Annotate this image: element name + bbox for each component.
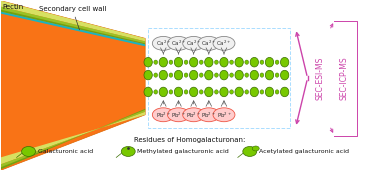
Ellipse shape: [169, 60, 173, 64]
Ellipse shape: [205, 57, 213, 67]
Ellipse shape: [152, 108, 174, 122]
Ellipse shape: [213, 108, 235, 122]
Ellipse shape: [205, 87, 213, 97]
Polygon shape: [1, 7, 145, 43]
Ellipse shape: [199, 73, 203, 77]
Ellipse shape: [260, 60, 264, 64]
Ellipse shape: [184, 73, 188, 77]
Text: Secondary cell wall: Secondary cell wall: [38, 6, 106, 30]
Ellipse shape: [265, 87, 274, 97]
Text: Pb$^{2+}$: Pb$^{2+}$: [216, 111, 231, 120]
Ellipse shape: [265, 70, 274, 80]
Ellipse shape: [280, 70, 289, 80]
Ellipse shape: [235, 57, 243, 67]
Ellipse shape: [159, 70, 167, 80]
Polygon shape: [1, 109, 145, 169]
Ellipse shape: [183, 36, 205, 50]
Ellipse shape: [250, 87, 259, 97]
Ellipse shape: [199, 60, 203, 64]
Polygon shape: [1, 1, 145, 41]
Ellipse shape: [184, 60, 188, 64]
Ellipse shape: [154, 73, 158, 77]
Ellipse shape: [167, 108, 189, 122]
Ellipse shape: [144, 57, 152, 67]
Ellipse shape: [250, 70, 259, 80]
Ellipse shape: [220, 57, 228, 67]
Ellipse shape: [121, 147, 135, 156]
Ellipse shape: [265, 57, 274, 67]
Ellipse shape: [215, 60, 218, 64]
Ellipse shape: [21, 147, 35, 156]
Polygon shape: [1, 112, 145, 164]
Text: Pectin: Pectin: [3, 4, 24, 10]
Ellipse shape: [280, 57, 289, 67]
Text: Ca$^{2+}$: Ca$^{2+}$: [186, 39, 201, 49]
Ellipse shape: [260, 73, 264, 77]
Ellipse shape: [174, 87, 182, 97]
Text: SEC-ESI-MS: SEC-ESI-MS: [315, 56, 324, 100]
Polygon shape: [1, 10, 145, 44]
Ellipse shape: [275, 90, 279, 94]
Text: Ca$^{2+}$: Ca$^{2+}$: [216, 39, 231, 49]
Ellipse shape: [174, 57, 182, 67]
Ellipse shape: [252, 146, 259, 151]
Ellipse shape: [144, 87, 152, 97]
Ellipse shape: [199, 90, 203, 94]
Ellipse shape: [154, 90, 158, 94]
Ellipse shape: [159, 87, 167, 97]
Ellipse shape: [280, 87, 289, 97]
Ellipse shape: [245, 60, 248, 64]
Ellipse shape: [169, 90, 173, 94]
Polygon shape: [1, 1, 145, 170]
Ellipse shape: [230, 73, 233, 77]
Ellipse shape: [159, 57, 167, 67]
Text: Acetylated galacturonic acid: Acetylated galacturonic acid: [259, 149, 349, 154]
Ellipse shape: [243, 147, 257, 156]
Ellipse shape: [235, 70, 243, 80]
Text: Pb$^{2+}$: Pb$^{2+}$: [156, 111, 171, 120]
Text: Methylated galacturonic acid: Methylated galacturonic acid: [137, 149, 229, 154]
Ellipse shape: [230, 60, 233, 64]
Ellipse shape: [245, 90, 248, 94]
Ellipse shape: [260, 90, 264, 94]
Ellipse shape: [220, 87, 228, 97]
Ellipse shape: [250, 57, 259, 67]
Ellipse shape: [235, 87, 243, 97]
Text: SEC-ICP-MS: SEC-ICP-MS: [340, 56, 349, 100]
Ellipse shape: [184, 90, 188, 94]
Ellipse shape: [154, 60, 158, 64]
Ellipse shape: [167, 36, 189, 50]
Polygon shape: [1, 110, 145, 167]
Text: Ca$^{2+}$: Ca$^{2+}$: [201, 39, 216, 49]
Ellipse shape: [169, 73, 173, 77]
Ellipse shape: [198, 108, 220, 122]
Text: Residues of Homogalacturonan:: Residues of Homogalacturonan:: [134, 137, 246, 143]
Ellipse shape: [183, 108, 205, 122]
Ellipse shape: [190, 70, 198, 80]
Ellipse shape: [275, 73, 279, 77]
Ellipse shape: [144, 70, 152, 80]
Ellipse shape: [174, 70, 182, 80]
Ellipse shape: [230, 90, 233, 94]
Polygon shape: [1, 12, 145, 46]
Ellipse shape: [190, 57, 198, 67]
Ellipse shape: [245, 73, 248, 77]
Ellipse shape: [275, 60, 279, 64]
Ellipse shape: [190, 87, 198, 97]
Ellipse shape: [205, 70, 213, 80]
Ellipse shape: [220, 70, 228, 80]
Text: Ca$^{2+}$: Ca$^{2+}$: [156, 39, 171, 49]
Text: Galacturonic acid: Galacturonic acid: [38, 149, 93, 154]
Ellipse shape: [215, 90, 218, 94]
Text: Pb$^{2+}$: Pb$^{2+}$: [171, 111, 186, 120]
Ellipse shape: [213, 36, 235, 50]
Text: Ca$^{2+}$: Ca$^{2+}$: [171, 39, 186, 49]
Ellipse shape: [152, 36, 174, 50]
Ellipse shape: [215, 73, 218, 77]
Ellipse shape: [198, 36, 220, 50]
Text: Pb$^{2+}$: Pb$^{2+}$: [186, 111, 201, 120]
Text: Pb$^{2+}$: Pb$^{2+}$: [201, 111, 216, 120]
